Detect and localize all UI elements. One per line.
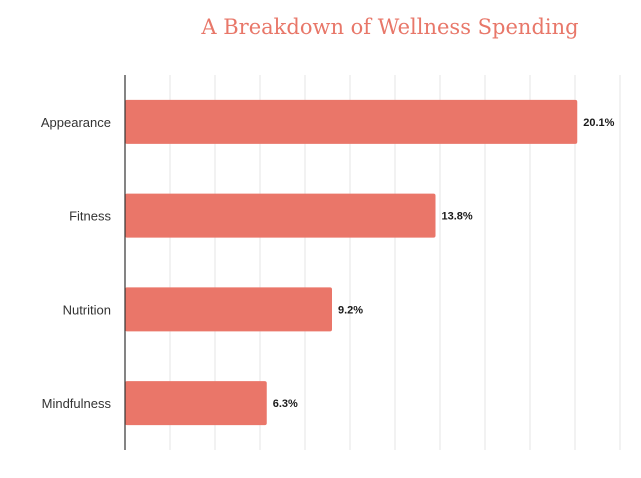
data-label: 20.1% [583,117,614,129]
chart-title: A Breakdown of Wellness Spending [201,15,579,39]
bar-mindfulness [125,381,267,426]
category-label: Fitness [69,209,111,224]
category-label: Appearance [41,115,111,130]
data-label: 13.8% [442,211,473,223]
data-label: 6.3% [273,398,298,410]
category-label: Nutrition [63,302,111,317]
category-label: Mindfulness [42,396,112,411]
data-label: 9.2% [338,304,363,316]
bar-fitness [125,193,436,238]
bar-appearance [125,99,578,144]
bar-nutrition [125,287,332,332]
